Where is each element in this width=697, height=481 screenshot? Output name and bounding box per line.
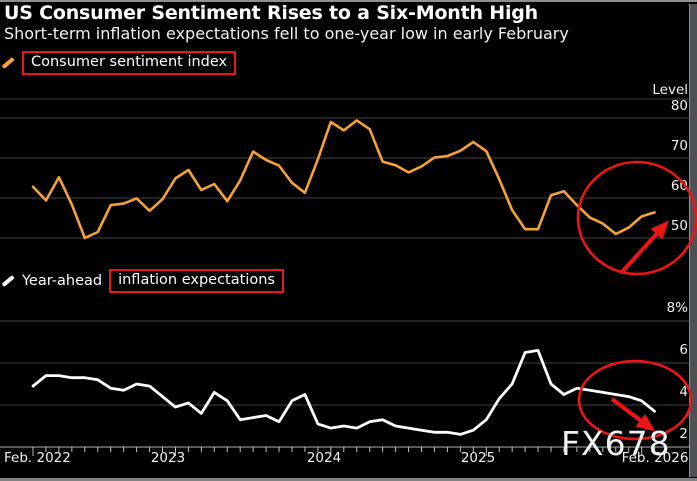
legend-inflation-expectations: Year-ahead inflation expectations [1,269,284,293]
gridlines [0,98,689,448]
x-tick-label: Feb. 2026 [621,450,689,466]
red-annotations [576,160,697,441]
window-right-edge [689,4,697,477]
window-top-edge [0,0,697,2]
watermark: FX678 [561,424,671,463]
page-title: US Consumer Sentiment Rises to a Six-Mon… [4,2,538,24]
legend-sentiment-label: Consumer sentiment index [31,54,228,70]
y-tick-label: 2 [679,426,688,442]
up-arrow-icon [619,220,669,275]
y-tick-label: 4 [679,384,688,400]
red-annotation-box-sentiment: Consumer sentiment index [22,51,237,75]
y-tick-label: 70 [670,138,688,154]
highlight-ellipse-sentiment [576,160,697,276]
y-tick-label: 80 [670,98,688,114]
x-axis-ticks [32,447,656,456]
x-tick-label: 2023 [150,450,186,466]
red-annotation-box-inflation: inflation expectations [109,269,284,293]
y-tick-label: 8% [666,300,688,316]
y-axis-unit-label: Level [652,82,688,98]
y-tick-label: 6 [679,342,688,358]
data-series [31,119,656,436]
legend-inflation-prefix: Year-ahead [22,273,103,289]
page-subtitle: Short-term inflation expectations fell t… [4,24,569,43]
y-tick-label: 50 [670,218,688,234]
highlight-ellipse-inflation [577,359,693,441]
x-tick-label: 2024 [306,450,342,466]
legend-inflation-boxed-label: inflation expectations [118,272,275,288]
legend-consumer-sentiment: Consumer sentiment index [1,51,237,75]
down-arrow-icon [610,397,656,432]
x-tick-label: Feb. 2022 [4,450,71,466]
window-bottom-edge [0,478,697,481]
